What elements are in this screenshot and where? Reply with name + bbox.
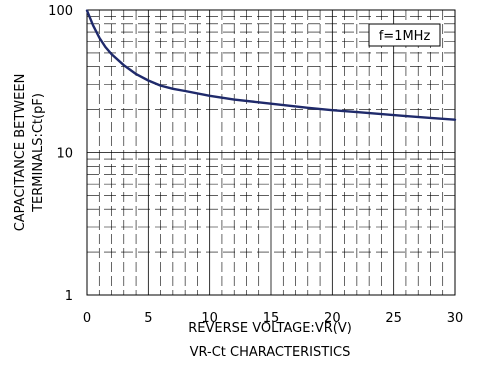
y-tick-label: 10	[56, 147, 73, 162]
x-tick-label: 25	[385, 311, 402, 326]
x-tick-label: 5	[144, 311, 152, 326]
x-tick-label: 20	[324, 311, 341, 326]
annotation-box: f=1MHz	[368, 23, 441, 47]
x-tick-label: 10	[201, 311, 218, 326]
series-line	[85, 9, 457, 121]
y-axis-label-line-2: TERMINALS:Ct(pF)	[31, 93, 46, 213]
series-layer	[85, 9, 457, 121]
plot-frame	[86, 9, 456, 296]
y-tick-label: 100	[48, 4, 73, 19]
annotation-text: f=1MHz	[379, 29, 431, 44]
x-tick-label: 30	[447, 311, 464, 326]
y-axis-label-line-1: CAPACITANCE BETWEEN	[13, 74, 28, 232]
tick-labels: 0 5 10 15 20 25 30 1 10 100	[48, 4, 463, 326]
chart-title: VR-Ct CHARACTERISTICS	[190, 345, 351, 360]
x-tick-label: 0	[83, 311, 91, 326]
x-tick-label: 15	[263, 311, 280, 326]
grid	[87, 10, 455, 295]
y-tick-label: 1	[65, 289, 73, 304]
x-axis-label: REVERSE VOLTAGE:VR(V)	[188, 321, 352, 336]
